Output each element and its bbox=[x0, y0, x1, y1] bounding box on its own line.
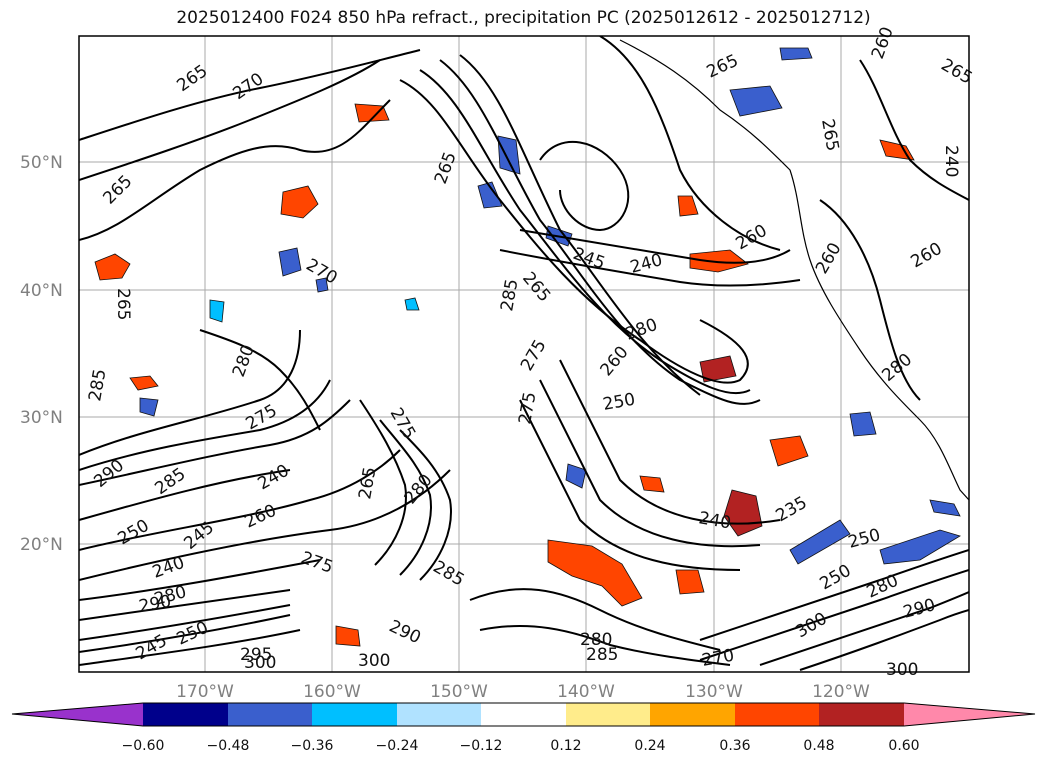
precip-patch bbox=[497, 135, 521, 175]
lat-label-40n: 40°N bbox=[20, 281, 63, 301]
longitude-labels: 170°W 160°W 150°W 140°W 130°W 120°W bbox=[176, 682, 870, 702]
precip-patches bbox=[94, 47, 961, 647]
precip-patch bbox=[769, 435, 809, 467]
precip-patch bbox=[675, 569, 705, 595]
precip-patch bbox=[565, 463, 587, 489]
latitude-labels: 50°N 40°N 30°N 20°N bbox=[20, 153, 63, 555]
precip-patch bbox=[547, 539, 643, 607]
colorbar-tick-label: 0.36 bbox=[719, 738, 750, 754]
contour-label: 300 bbox=[358, 651, 390, 671]
precip-patch bbox=[209, 299, 225, 323]
colorbar-swatch bbox=[397, 703, 481, 726]
lat-label-30n: 30°N bbox=[20, 408, 63, 428]
colorbar-tick-label: −0.12 bbox=[460, 738, 503, 754]
lat-label-50n: 50°N bbox=[20, 153, 63, 173]
precip-patch bbox=[849, 411, 877, 437]
coastline bbox=[619, 39, 969, 501]
precip-patch bbox=[278, 247, 302, 277]
precip-patch bbox=[129, 375, 159, 391]
colorbar-swatch bbox=[481, 703, 566, 726]
lon-label-120w: 120°W bbox=[812, 682, 870, 702]
precip-patch bbox=[335, 625, 361, 647]
lon-label-150w: 150°W bbox=[430, 682, 488, 702]
precip-patch bbox=[699, 355, 737, 383]
contour-label: 295 bbox=[240, 645, 272, 665]
colorbar-swatch bbox=[566, 703, 650, 726]
precip-patch bbox=[689, 249, 749, 273]
chart-title: 2025012400 F024 850 hPa refract., precip… bbox=[176, 8, 871, 28]
contour-label: 265 bbox=[113, 288, 133, 320]
precip-patch bbox=[729, 85, 783, 117]
contour-lines bbox=[79, 36, 969, 671]
colorbar-tick-label: 0.24 bbox=[634, 738, 665, 754]
lon-label-130w: 130°W bbox=[685, 682, 743, 702]
lon-label-160w: 160°W bbox=[303, 682, 361, 702]
colorbar-tick-label: −0.60 bbox=[122, 738, 165, 754]
contour-label: 280 bbox=[580, 630, 612, 650]
precip-patch bbox=[779, 47, 813, 61]
contour-label: 300 bbox=[244, 653, 276, 673]
colorbar-swatch bbox=[312, 703, 397, 726]
precip-patch bbox=[879, 139, 915, 161]
colorbar-swatch bbox=[735, 703, 819, 726]
colorbar-tick-label: 0.60 bbox=[888, 738, 919, 754]
precip-patch bbox=[315, 277, 329, 293]
precip-patch bbox=[94, 253, 131, 281]
contour-label: 240 bbox=[941, 145, 961, 177]
lon-label-170w: 170°W bbox=[176, 682, 234, 702]
precip-patch bbox=[639, 475, 665, 493]
colorbar-tick-label: 0.12 bbox=[550, 738, 581, 754]
precip-patch bbox=[879, 529, 961, 565]
colorbar-extend-right bbox=[904, 703, 1035, 726]
precip-patch bbox=[929, 499, 961, 517]
contour-label: 300 bbox=[886, 660, 918, 680]
colorbar-extend-left bbox=[12, 703, 143, 726]
colorbar-outline bbox=[11, 702, 1036, 727]
lat-label-20n: 20°N bbox=[20, 535, 63, 555]
colorbar-swatch bbox=[819, 703, 904, 726]
lon-label-140w: 140°W bbox=[557, 682, 615, 702]
colorbar-tick-label: −0.48 bbox=[207, 738, 250, 754]
precip-patch bbox=[789, 519, 851, 565]
contour-label: 285 bbox=[586, 645, 618, 665]
colorbar-tick-label: −0.24 bbox=[376, 738, 419, 754]
precip-patch bbox=[280, 185, 319, 219]
precip-patch bbox=[139, 397, 159, 417]
colorbar-swatch bbox=[650, 703, 735, 726]
precip-patch bbox=[404, 297, 420, 311]
map-frame bbox=[78, 35, 970, 673]
precip-patch bbox=[677, 195, 699, 217]
colorbar-tick-label: −0.36 bbox=[291, 738, 334, 754]
colorbar: −0.60 −0.48 −0.36 −0.24 −0.12 0.12 0.24 … bbox=[11, 702, 1036, 754]
colorbar-swatch bbox=[143, 703, 228, 726]
colorbar-tick-label: 0.48 bbox=[803, 738, 834, 754]
map-background bbox=[79, 36, 969, 672]
colorbar-swatch bbox=[228, 703, 312, 726]
